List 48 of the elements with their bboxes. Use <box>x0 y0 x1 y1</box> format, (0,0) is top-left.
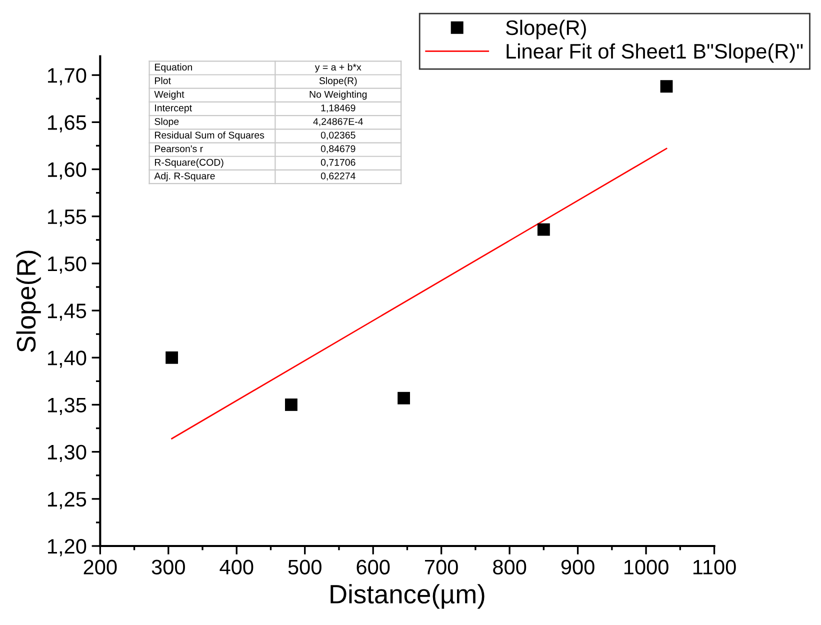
y-tick-label: 1,30 <box>48 444 86 462</box>
x-tick-label: 500 <box>288 560 322 574</box>
legend-label: Slope(R) <box>506 20 586 40</box>
annotation: Weight <box>154 90 184 100</box>
annotation: No Weighting <box>310 90 367 100</box>
annotation: 0,62274 <box>320 172 356 181</box>
y-tick-label: 1,35 <box>48 398 86 415</box>
annotation: 4,24867E-4 <box>313 118 363 126</box>
x-axis-title: Distance(µm) <box>330 584 484 609</box>
y-tick-label: 1,20 <box>48 539 86 556</box>
annotation: y = a + b*x <box>314 63 362 72</box>
point <box>537 223 550 236</box>
x-tick-label: 700 <box>425 560 458 574</box>
annotation: Residual Sum of Squares <box>155 131 264 140</box>
y-tick-label: 1,25 <box>48 492 86 510</box>
y-tick-label: 1,70 <box>48 68 86 86</box>
annotation: 0,84679 <box>320 145 356 154</box>
x-tick-label: 600 <box>356 560 390 574</box>
y-tick-label: 1,40 <box>48 350 86 368</box>
annotation: Plot <box>155 77 171 84</box>
y-tick-label: 1,60 <box>48 162 86 180</box>
annotation: Adj. R-Square <box>154 172 215 182</box>
annotation: Pearson's r <box>155 145 203 152</box>
annotation: 1,18469 <box>321 104 356 113</box>
annotation: 0,71706 <box>320 158 356 167</box>
x-tick-label: 1000 <box>624 560 668 574</box>
annotation: 0,02365 <box>320 132 356 140</box>
y-tick-label: 1,50 <box>48 256 86 274</box>
y-tick-label: 1,55 <box>48 210 86 227</box>
point <box>660 80 673 93</box>
x-tick-label: 900 <box>561 560 594 574</box>
y-tick-label: 1,65 <box>48 115 86 132</box>
point <box>398 392 410 404</box>
y-tick-label: 1,45 <box>48 304 86 321</box>
point <box>166 351 178 364</box>
annotation: Slope(R) <box>319 77 357 86</box>
x-tick-label: 400 <box>220 560 254 574</box>
annotation: Slope <box>154 118 179 127</box>
x-tick-label: 200 <box>84 560 117 574</box>
legend-label: Linear Fit of Sheet1 B"Slope(R)" <box>506 43 803 63</box>
point <box>285 398 298 411</box>
annotation: Equation <box>155 63 192 72</box>
x-tick-label: 1100 <box>693 560 736 574</box>
x-tick-label: 800 <box>493 560 526 574</box>
annotation: R-Square(COD) <box>155 158 224 168</box>
y-axis-title: Slope(R) <box>16 250 41 352</box>
annotation: Intercept <box>155 104 192 114</box>
x-tick-label: 300 <box>152 560 185 574</box>
